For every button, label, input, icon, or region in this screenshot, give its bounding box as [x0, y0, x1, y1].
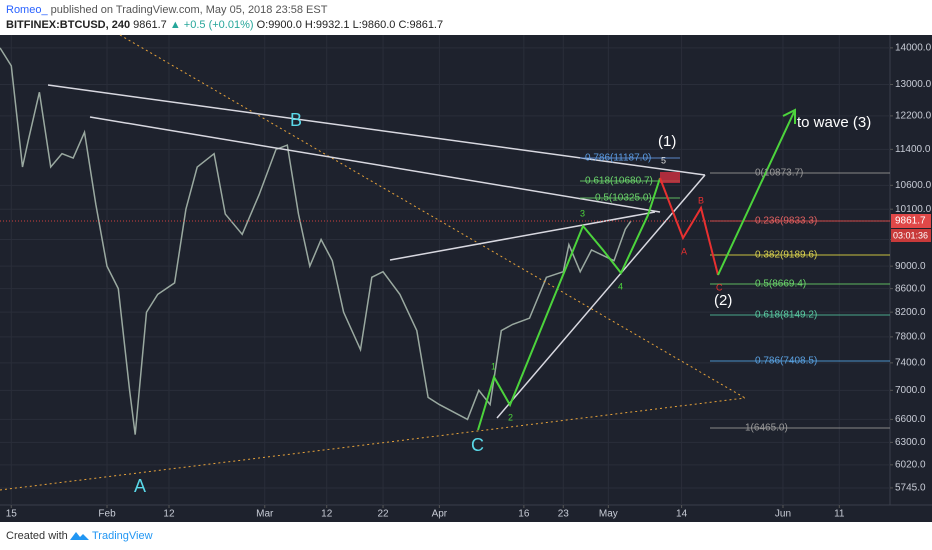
countdown-tag — [891, 228, 931, 242]
y-tick-label: 11400.0 — [895, 144, 931, 155]
change: ▲ +0.5 (+0.01%) — [170, 19, 254, 31]
y-tick-label: 10600.0 — [895, 180, 932, 191]
correction-label: C — [716, 282, 723, 292]
trend-dotted — [119, 34, 746, 399]
y-tick-label: 9000.0 — [895, 261, 926, 272]
y-tick-label: 6600.0 — [895, 414, 926, 425]
y-tick-label: 13000.0 — [895, 79, 932, 90]
minor-label: 3 — [580, 208, 585, 218]
x-tick-label: 11 — [834, 509, 845, 520]
brand[interactable]: TradingView — [92, 530, 153, 542]
axes: 14000.0 13000.0 12200.0 11400.0 10600.0 10100… — [6, 43, 932, 520]
correction-label: A — [681, 246, 687, 256]
trendline — [47, 84, 706, 176]
drawings — [0, 34, 890, 491]
arrow-head — [782, 108, 796, 124]
fib-label: 0.618(8149.2) — [755, 310, 817, 321]
minor-label: 2 — [508, 412, 513, 422]
y-tick-label: 10100.0 — [895, 204, 932, 215]
fib-label: 0.5(8669.4) — [755, 279, 806, 290]
header-line1: Romeo_ published on TradingView.com, May… — [6, 4, 328, 16]
labels: 0.786(11187.0) 0.618(10680.7) 0.5(10325.… — [134, 110, 871, 496]
fib-label: 0.236(9833.3) — [755, 216, 817, 227]
y-tick-label: 14000.0 — [895, 43, 932, 54]
current-price-tag — [891, 213, 931, 228]
minor-label: 5 — [661, 155, 666, 165]
published: published on TradingView.com, May 05, 20… — [51, 4, 328, 16]
y-tick-label: 7800.0 — [895, 332, 926, 343]
countdown: 03:01:36 — [893, 230, 928, 240]
target-box — [660, 172, 680, 183]
header-line2: BITFINEX:BTCUSD, 240 9861.7 ▲ +0.5 (+0.0… — [6, 19, 443, 31]
wave-label: (2) — [714, 292, 732, 309]
x-tick-label: 22 — [377, 509, 389, 520]
x-tick-label: Apr — [432, 509, 448, 520]
correction-label: B — [698, 195, 704, 205]
wave3-arrow — [717, 109, 796, 276]
wave-label: B — [290, 110, 302, 130]
brand-icon — [70, 532, 89, 540]
fib-label: 0.5(10325.0) — [595, 193, 652, 204]
wave-label: A — [134, 476, 146, 496]
author[interactable]: Romeo_ — [6, 4, 48, 16]
x-tick-label: 12 — [321, 509, 333, 520]
header-bg — [0, 0, 932, 35]
x-tick-label: 23 — [558, 509, 570, 520]
trendline — [389, 211, 656, 261]
x-tick-label: 12 — [163, 509, 175, 520]
wave-label: (1) — [658, 133, 676, 150]
x-tick-label: May — [599, 509, 618, 520]
correction-path — [659, 177, 719, 276]
y-tick-label: 7400.0 — [895, 358, 926, 369]
y-tick-label: 8200.0 — [895, 307, 926, 318]
wave-path — [477, 177, 661, 431]
wave-label: to wave (3) — [797, 114, 871, 131]
price-line — [0, 47, 632, 435]
fib-label: 0.618(10680.7) — [585, 176, 653, 187]
trendline — [496, 174, 706, 419]
y-tick-label: 5745.0 — [895, 483, 926, 494]
y-tick-label: 6020.0 — [895, 459, 926, 470]
created-with: Created with — [6, 530, 68, 542]
y-tick-label: 8600.0 — [895, 283, 926, 294]
price-axis-bg — [890, 35, 932, 522]
price — [0, 47, 632, 435]
x-tick-label: Feb — [98, 509, 116, 520]
trend-dotted — [0, 397, 746, 491]
wave-label: C — [471, 435, 484, 455]
minor-label: 1 — [491, 361, 496, 371]
x-tick-label: Jun — [775, 509, 791, 520]
y-tick-label: 6300.0 — [895, 437, 926, 448]
fib-label: 0.786(7408.5) — [755, 356, 817, 367]
y-tick-label: 7000.0 — [895, 385, 926, 396]
fib-label: 1(6465.0) — [745, 423, 788, 434]
trendline — [89, 116, 661, 213]
x-tick-label: 16 — [518, 509, 530, 520]
fib-label: 0.786(11187.0) — [585, 153, 651, 164]
current-price-label: 9861.7 — [895, 216, 926, 227]
last: 9861.7 — [133, 19, 167, 31]
fib-label: 0(10873.7) — [755, 168, 803, 179]
y-tick-label: 12200.0 — [895, 111, 932, 122]
grid — [0, 35, 890, 505]
ohlc: O:9900.0 H:9932.1 L:9860.0 C:9861.7 — [257, 19, 444, 31]
x-tick-label: Mar — [256, 509, 274, 520]
symbol: BITFINEX:BTCUSD, 240 — [6, 19, 130, 31]
x-tick-label: 14 — [676, 509, 688, 520]
x-tick-label: 15 — [6, 509, 18, 520]
fib-label: 0.382(9189.6) — [755, 250, 817, 261]
footer-bg — [0, 522, 932, 550]
footer: Created with TradingView — [6, 530, 153, 542]
minor-label: 4 — [618, 281, 623, 291]
